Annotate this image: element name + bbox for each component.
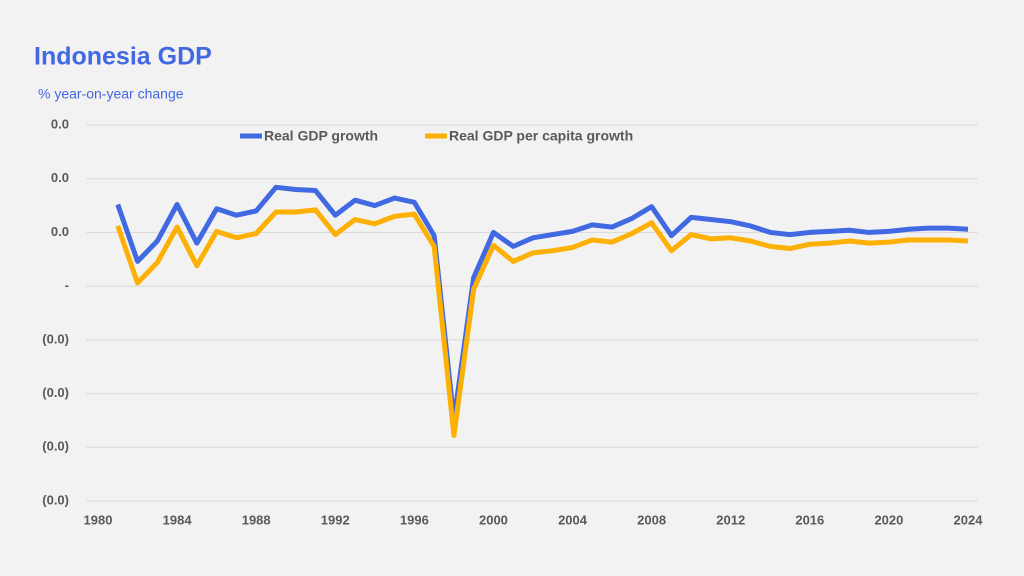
y-tick-label: (0.0) xyxy=(42,385,69,400)
y-tick-label: (0.0) xyxy=(42,439,69,454)
y-tick-label: (0.0) xyxy=(42,492,69,507)
data-line xyxy=(115,184,969,423)
legend-label: Real GDP per capita growth xyxy=(449,128,633,144)
x-tick-label: 1980 xyxy=(84,512,113,527)
data-line xyxy=(115,207,969,438)
y-tick-label: 0.0 xyxy=(51,170,69,185)
x-tick-label: 2008 xyxy=(637,512,666,527)
x-tick-label: 1988 xyxy=(242,512,271,527)
x-tick-label: 2024 xyxy=(954,512,984,527)
legend-label: Real GDP growth xyxy=(264,128,378,144)
x-tick-label: 2012 xyxy=(716,512,745,527)
x-tick-label: 2016 xyxy=(795,512,824,527)
y-tick-label: 0.0 xyxy=(51,224,69,239)
x-tick-label: 2020 xyxy=(874,512,903,527)
x-tick-label: 1992 xyxy=(321,512,350,527)
y-tick-label: (0.0) xyxy=(42,331,69,346)
y-tick-label: 0.0 xyxy=(51,116,69,131)
x-tick-label: 1984 xyxy=(163,512,193,527)
x-tick-label: 2004 xyxy=(558,512,588,527)
chart-subtitle: % year-on-year change xyxy=(38,86,184,102)
y-tick-label: - xyxy=(65,278,69,293)
x-tick-label: 2000 xyxy=(479,512,508,527)
chart-title: Indonesia GDP xyxy=(34,43,212,71)
x-tick-label: 1996 xyxy=(400,512,429,527)
